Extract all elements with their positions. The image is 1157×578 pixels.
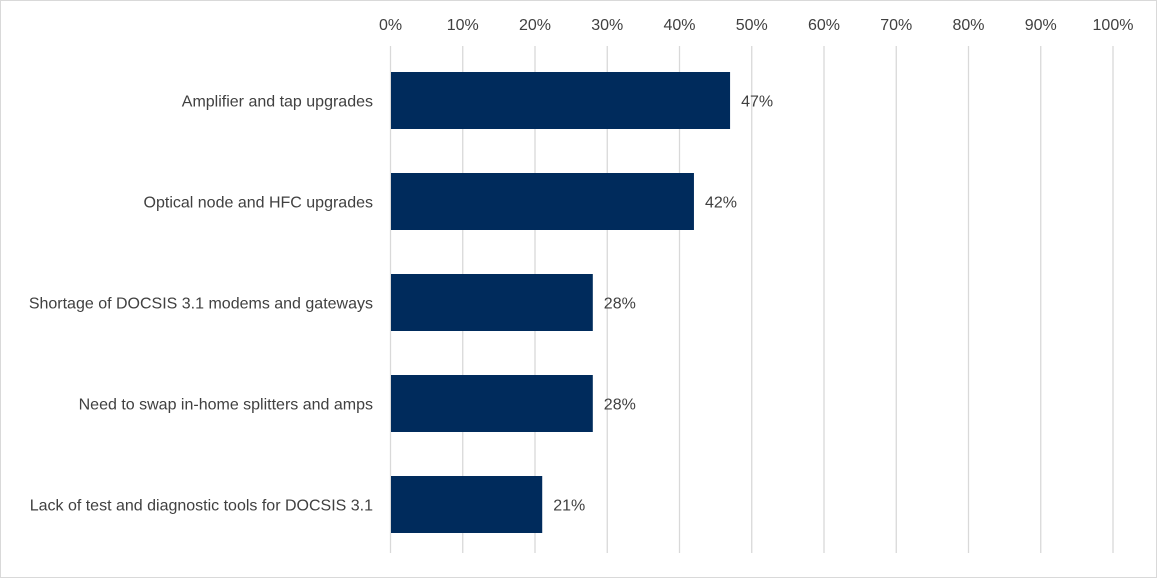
x-tick-label: 20% bbox=[519, 17, 551, 34]
gridlines bbox=[389, 46, 1114, 553]
bar bbox=[391, 274, 593, 331]
x-tick-label: 50% bbox=[736, 17, 768, 34]
bar bbox=[391, 375, 593, 432]
data-label: 28% bbox=[604, 397, 636, 414]
category-label: Optical node and HFC upgrades bbox=[144, 195, 373, 212]
x-tick-label: 100% bbox=[1093, 17, 1134, 34]
bar bbox=[391, 72, 731, 129]
x-tick-label: 70% bbox=[880, 17, 912, 34]
data-label: 21% bbox=[553, 498, 585, 515]
x-tick-label: 0% bbox=[379, 17, 402, 34]
x-tick-label: 60% bbox=[808, 17, 840, 34]
x-tick-label: 30% bbox=[591, 17, 623, 34]
bar bbox=[391, 173, 694, 230]
x-axis-ticks: 0% 10% 20% 30% 40% 50% 60% 70% 80% 90% 100% bbox=[379, 17, 1134, 34]
data-label: 42% bbox=[705, 195, 737, 212]
x-tick-label: 90% bbox=[1025, 17, 1057, 34]
x-tick-label: 80% bbox=[952, 17, 984, 34]
bars bbox=[391, 72, 731, 533]
data-labels: 47% 42% 28% 28% 21% bbox=[553, 94, 773, 515]
bar bbox=[391, 476, 543, 533]
x-tick-label: 40% bbox=[663, 17, 695, 34]
category-label: Amplifier and tap upgrades bbox=[182, 94, 373, 111]
x-tick-label: 10% bbox=[447, 17, 479, 34]
data-label: 28% bbox=[604, 296, 636, 313]
category-labels: Amplifier and tap upgrades Optical node a… bbox=[29, 94, 373, 515]
category-label: Need to swap in-home splitters and amps bbox=[79, 397, 373, 414]
data-label: 47% bbox=[741, 94, 773, 111]
category-label: Shortage of DOCSIS 3.1 modems and gatewa… bbox=[29, 296, 373, 313]
category-label: Lack of test and diagnostic tools for DO… bbox=[30, 498, 373, 515]
